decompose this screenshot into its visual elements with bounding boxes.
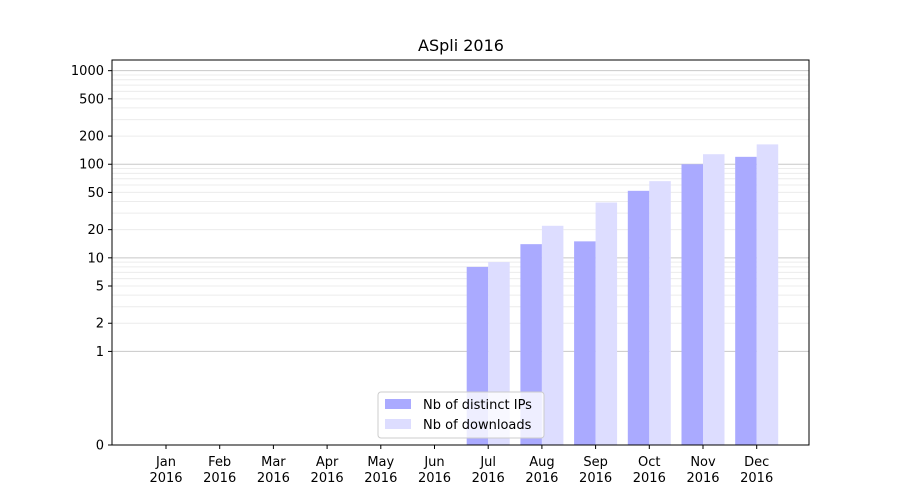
x-tick-label: Nov 2016 [686,455,719,486]
bar-distinct-ips-oct [627,190,650,445]
x-tick-year: 2016 [418,471,451,486]
y-tick-label: 10 [87,251,104,266]
legend-swatch [385,419,411,429]
x-tick-year: 2016 [311,471,344,486]
x-tick-month: Aug [529,455,554,470]
bar-downloads-aug [541,225,564,445]
bar-downloads-sep [595,202,618,445]
bar-downloads-dec [756,144,779,445]
x-tick-label: May 2016 [364,455,397,486]
x-tick-year: 2016 [525,471,558,486]
y-tick-label: 1 [96,345,104,360]
y-tick-label: 2 [96,317,104,332]
x-tick-month: May [367,455,394,470]
axes-frame [111,59,810,446]
bars-layer [466,144,779,446]
x-tick-label: Oct 2016 [633,455,666,486]
x-tick-month: Dec [744,455,769,470]
y-tick-label: 100 [79,158,104,173]
x-tick-label: Mar 2016 [257,455,290,486]
x-tick-month: Jul [479,455,496,470]
legend-label: Nb of distinct IPs [423,398,532,413]
y-tick-label: 5 [96,280,104,295]
x-tick-year: 2016 [472,471,505,486]
x-tick-label: Apr 2016 [311,455,344,486]
x-tick-month: Jun [423,455,444,470]
bar-downloads-nov [703,154,725,446]
y-tick-label: 200 [79,130,104,145]
chart-title: ASpli 2016 [418,36,504,55]
x-tick-label: Sep 2016 [579,455,612,486]
x-tick-month: Jan [155,455,176,470]
y-tick-label: 1000 [71,64,104,79]
y-tick-label: 500 [79,92,104,107]
x-tick-month: Oct [638,455,660,470]
y-tick-label: 0 [96,439,104,454]
x-tick-year: 2016 [633,471,666,486]
x-tick-year: 2016 [364,471,397,486]
x-tick-year: 2016 [149,471,182,486]
x-tick-label: Jan 2016 [149,455,182,486]
legend: Nb of distinct IPs Nb of downloads [377,391,545,439]
x-tick-label: Aug 2016 [525,455,558,486]
y-tick-label: 50 [87,186,104,201]
bar-distinct-ips-sep [574,241,596,445]
x-tick-year: 2016 [203,471,236,486]
x-tick-year: 2016 [740,471,773,486]
legend-swatch [385,399,411,409]
bar-downloads-oct [649,181,671,445]
legend-box [377,391,545,439]
x-tick-month: Mar [261,455,286,470]
x-tick-year: 2016 [686,471,719,486]
x-tick-month: Nov [690,455,716,470]
y-tick-label: 20 [87,223,104,238]
legend-label: Nb of downloads [423,418,532,433]
x-tick-label: Dec 2016 [740,455,773,486]
bar-distinct-ips-dec [735,156,757,446]
x-tick-label: Jun 2016 [418,455,451,486]
x-tick-year: 2016 [257,471,290,486]
x-tick-month: Apr [316,455,339,470]
x-tick-year: 2016 [579,471,612,486]
x-tick-month: Sep [583,455,608,470]
bar-distinct-ips-nov [681,164,703,445]
x-tick-label: Feb 2016 [203,455,236,486]
x-tick-month: Feb [208,455,231,470]
x-tick-label: Jul 2016 [472,455,505,486]
y-axis: 0 1 2 5 10 20 50 100 200 500 1000 [71,64,112,454]
